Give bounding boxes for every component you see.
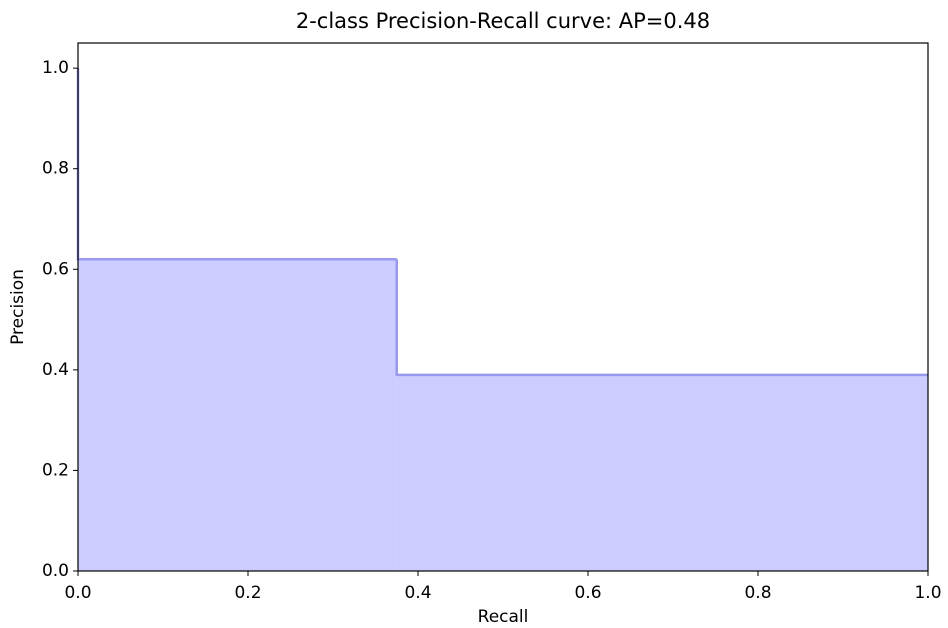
area-segment (78, 259, 397, 571)
x-tick-label: 0.6 (574, 583, 601, 603)
area-segment (396, 374, 928, 571)
step-segment (76, 68, 397, 261)
y-axis-label: Precision (8, 269, 28, 345)
x-tick-label: 0.4 (404, 583, 431, 603)
y-tick-label: 0.8 (42, 159, 69, 179)
y-tick-label: 0.4 (42, 360, 69, 380)
y-tick-label: 0.0 (42, 561, 69, 581)
x-tick-label: 1.0 (914, 583, 941, 603)
x-axis-label: Recall (478, 607, 529, 627)
step-segment (395, 259, 928, 377)
plot-frame (77, 42, 929, 572)
y-tick-label: 0.2 (42, 460, 69, 480)
x-tick-label: 0.8 (744, 583, 771, 603)
x-tick-label: 0.2 (234, 583, 261, 603)
y-tick-label: 0.6 (42, 259, 69, 279)
y-tick-label: 1.0 (42, 58, 69, 78)
chart-title: 2-class Precision-Recall curve: AP=0.48 (296, 9, 710, 33)
x-tick-label: 0.0 (64, 583, 91, 603)
